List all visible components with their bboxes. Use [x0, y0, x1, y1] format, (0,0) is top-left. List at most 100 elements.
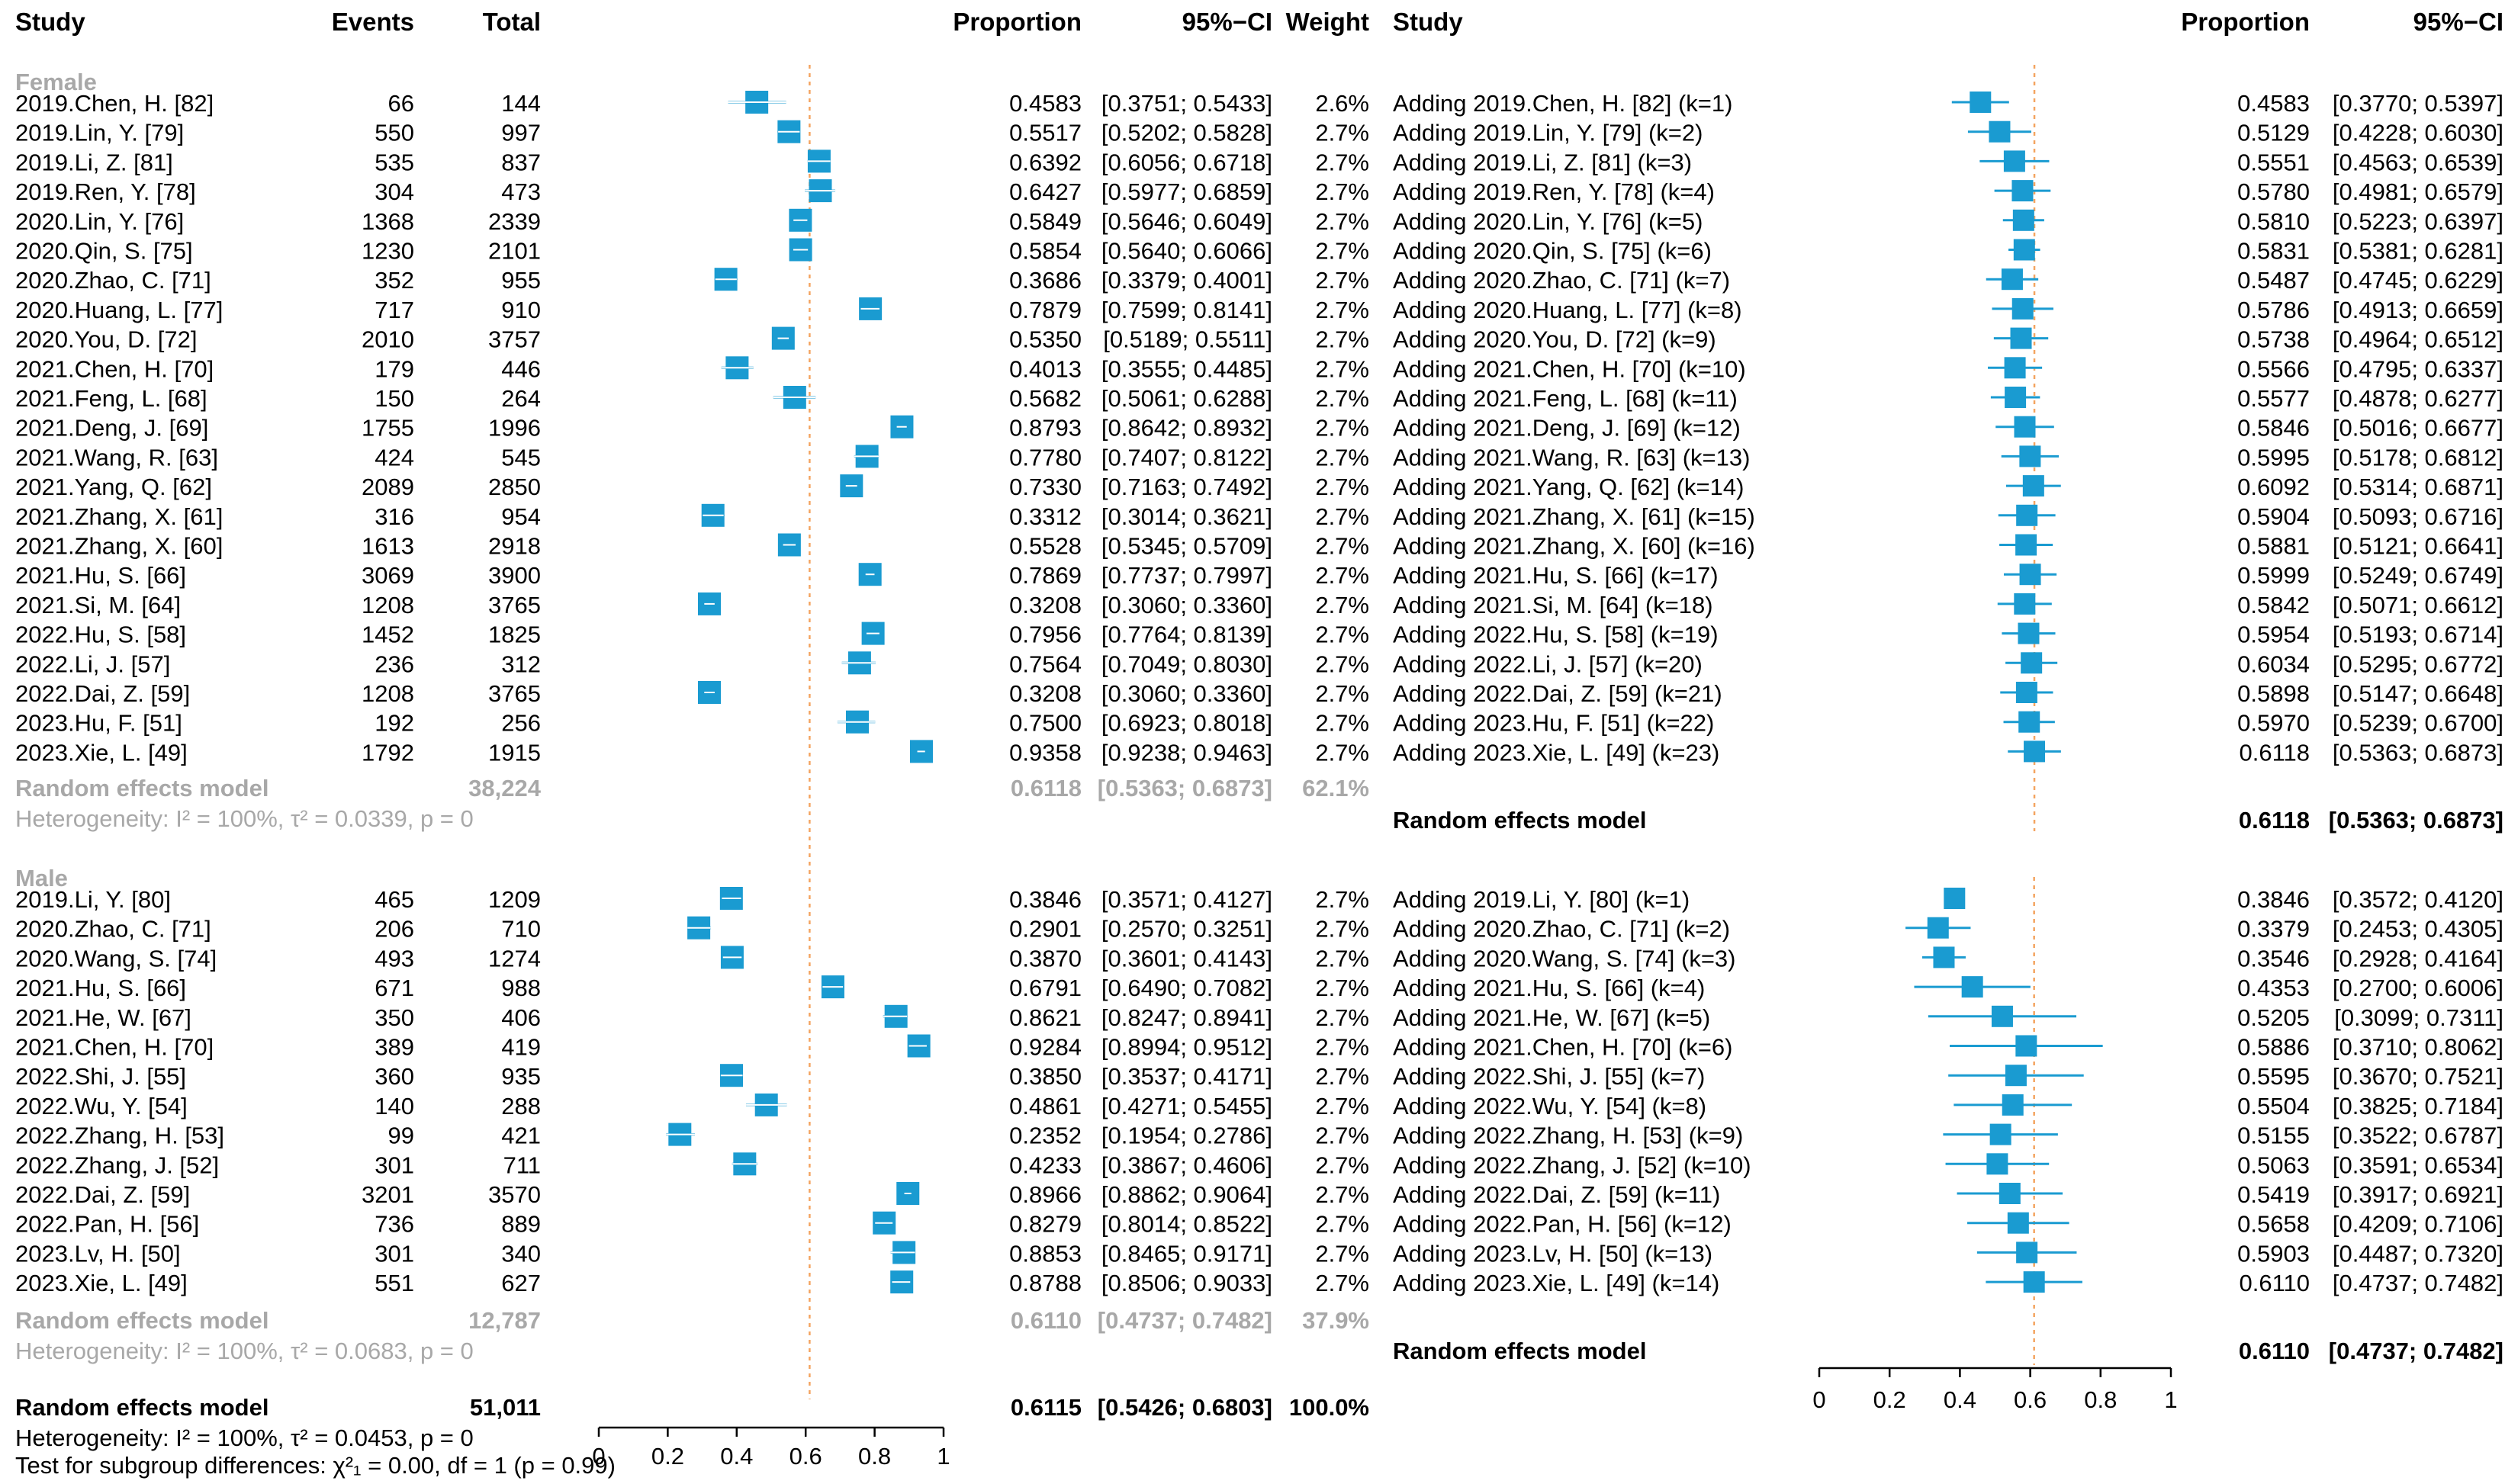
male-ci: [0.3571; 0.4127] [1101, 886, 1272, 913]
right-x-tick-label: 1 [2164, 1386, 2177, 1413]
cum-female-prop: 0.5738 [2237, 326, 2310, 353]
cum-female-prop: 0.5487 [2237, 267, 2310, 294]
cum-female-prop: 0.6118 [2239, 739, 2310, 766]
female-events: 150 [375, 385, 414, 412]
left-header-proportion: Proportion [953, 8, 1082, 36]
female-prop: 0.3208 [1009, 680, 1082, 707]
cum-female-prop: 0.5780 [2237, 178, 2310, 205]
cum-female-study-label: Adding 2022.Dai, Z. [59] (k=21) [1393, 680, 1722, 707]
female-events: 1208 [362, 592, 414, 618]
male-study-label: 2022.Zhang, H. [53] [15, 1123, 224, 1149]
female-prop: 0.7330 [1009, 474, 1082, 500]
male-events: 736 [375, 1211, 414, 1238]
cum-female-ci: [0.4981; 0.6579] [2333, 178, 2503, 205]
female-total: 2918 [488, 533, 541, 560]
female-total: 2339 [488, 208, 541, 235]
female-events: 717 [375, 297, 414, 323]
female-total: 2850 [488, 474, 541, 500]
cum-female-ci: [0.5193; 0.6714] [2333, 622, 2503, 648]
male-events: 99 [388, 1123, 414, 1149]
female-study-label: 2021.Deng, J. [69] [15, 415, 208, 442]
cum-female-prop: 0.5846 [2237, 415, 2310, 442]
cum-male-prop: 0.4353 [2237, 975, 2310, 1001]
cum-female-point [2014, 416, 2036, 438]
female-events: 1452 [362, 622, 414, 648]
male-weight: 2.7% [1315, 1123, 1369, 1149]
cum-female-study-label: Adding 2021.Deng, J. [69] (k=12) [1393, 415, 1741, 442]
overall-total: 51,011 [470, 1394, 541, 1421]
cum-female-study-label: Adding 2020.Huang, L. [77] (k=8) [1393, 297, 1742, 323]
female-ci: [0.7163; 0.7492] [1101, 474, 1272, 500]
cum-male-point [1944, 888, 1966, 909]
male-ci: [0.4271; 0.5455] [1101, 1093, 1272, 1119]
cum-male-ci: [0.4209; 0.7106] [2333, 1211, 2503, 1238]
female-study-label: 2020.Huang, L. [77] [15, 297, 223, 323]
cum-female-point [2016, 504, 2038, 526]
cum-male-ci: [0.2453; 0.4305] [2333, 916, 2503, 943]
female-study-label: 2023.Xie, L. [49] [15, 739, 188, 766]
cum-female-point [2019, 564, 2041, 586]
left-header-total: Total [483, 8, 541, 36]
male-ci: [0.8247; 0.8941] [1101, 1004, 1272, 1031]
female-study-label: 2019.Chen, H. [82] [15, 90, 214, 117]
female-weight: 2.7% [1315, 267, 1369, 294]
cum-male-prop: 0.3846 [2237, 886, 2310, 913]
chart-marks: 2019.Chen, H. [82] 66 144 0.4583 [0.3751; 0.… [15, 65, 2503, 1470]
female-total: 256 [501, 710, 541, 737]
cum-female-study-label: Adding 2020.Qin, S. [75] (k=6) [1393, 238, 1712, 265]
female-events: 304 [375, 178, 414, 205]
cum-female-prop: 0.5904 [2237, 503, 2310, 530]
cum-male-prop: 0.5903 [2237, 1240, 2310, 1267]
cum-male-prop: 0.5658 [2237, 1211, 2310, 1238]
female-total: 545 [501, 444, 541, 471]
female-weight: 2.7% [1315, 444, 1369, 471]
male-prop: 0.2352 [1009, 1123, 1082, 1149]
male-ci: [0.3537; 0.4171] [1101, 1063, 1272, 1090]
female-weight: 2.7% [1315, 562, 1369, 589]
female-ci: [0.7407; 0.8122] [1101, 444, 1272, 471]
male-events: 493 [375, 945, 414, 972]
female-weight: 2.7% [1315, 474, 1369, 500]
left-x-tick-label: 1 [937, 1443, 950, 1470]
female-ci: [0.6923; 0.8018] [1101, 710, 1272, 737]
cum-male-study-label: Adding 2022.Zhang, J. [52] (k=10) [1393, 1152, 1751, 1178]
cum-female-ci: [0.3770; 0.5397] [2333, 90, 2503, 117]
cum-female-point [2011, 297, 2034, 320]
male-weight: 2.7% [1315, 1240, 1369, 1267]
female-weight: 2.7% [1315, 503, 1369, 530]
female-weight: 2.7% [1315, 622, 1369, 648]
female-ci: [0.7049; 0.8030] [1101, 650, 1272, 677]
cum-female-point [2015, 682, 2037, 703]
female-weight: 2.7% [1315, 533, 1369, 560]
overall-prop: 0.6115 [1011, 1394, 1082, 1421]
female-study-label: 2020.Qin, S. [75] [15, 238, 193, 265]
cum-male-ci: [0.3099; 0.7311] [2334, 1004, 2503, 1031]
cum-female-prop: 0.5129 [2237, 120, 2310, 146]
female-ci: [0.3751; 0.5433] [1101, 90, 1272, 117]
female-prop: 0.5682 [1009, 385, 1082, 412]
cum-male-ci: [0.3591; 0.6534] [2333, 1152, 2503, 1178]
cum-female-point [2015, 534, 2037, 556]
male-ci: [0.2570; 0.3251] [1101, 916, 1272, 943]
overall-model-label: Random effects model [15, 1394, 269, 1421]
cum-female-ci: [0.5249; 0.6749] [2333, 562, 2503, 589]
cum-female-study-label: Adding 2021.Si, M. [64] (k=18) [1393, 592, 1713, 618]
female-ci: [0.6056; 0.6718] [1101, 149, 1272, 175]
female-prop: 0.5849 [1009, 208, 1082, 235]
male-ci: [0.8862; 0.9064] [1101, 1181, 1272, 1208]
male-group-label: Male [15, 865, 68, 891]
male-total: 340 [501, 1240, 541, 1267]
male-total: 935 [501, 1063, 541, 1090]
cum-male-prop: 0.5504 [2237, 1093, 2310, 1119]
cum-male-ci: [0.3670; 0.7521] [2333, 1063, 2503, 1090]
cum-male-prop: 0.5155 [2237, 1123, 2310, 1149]
female-ci: [0.9238; 0.9463] [1101, 739, 1272, 766]
left-x-tick-label: 0.6 [789, 1443, 822, 1470]
male-study-label: 2022.Dai, Z. [59] [15, 1181, 190, 1208]
cum-female-study-label: Adding 2021.Chen, H. [70] (k=10) [1393, 355, 1746, 382]
left-x-tick-label: 0.8 [858, 1443, 891, 1470]
male-prop: 0.6791 [1009, 975, 1082, 1001]
female-model-total: 38,224 [468, 775, 542, 801]
female-weight: 2.7% [1315, 178, 1369, 205]
